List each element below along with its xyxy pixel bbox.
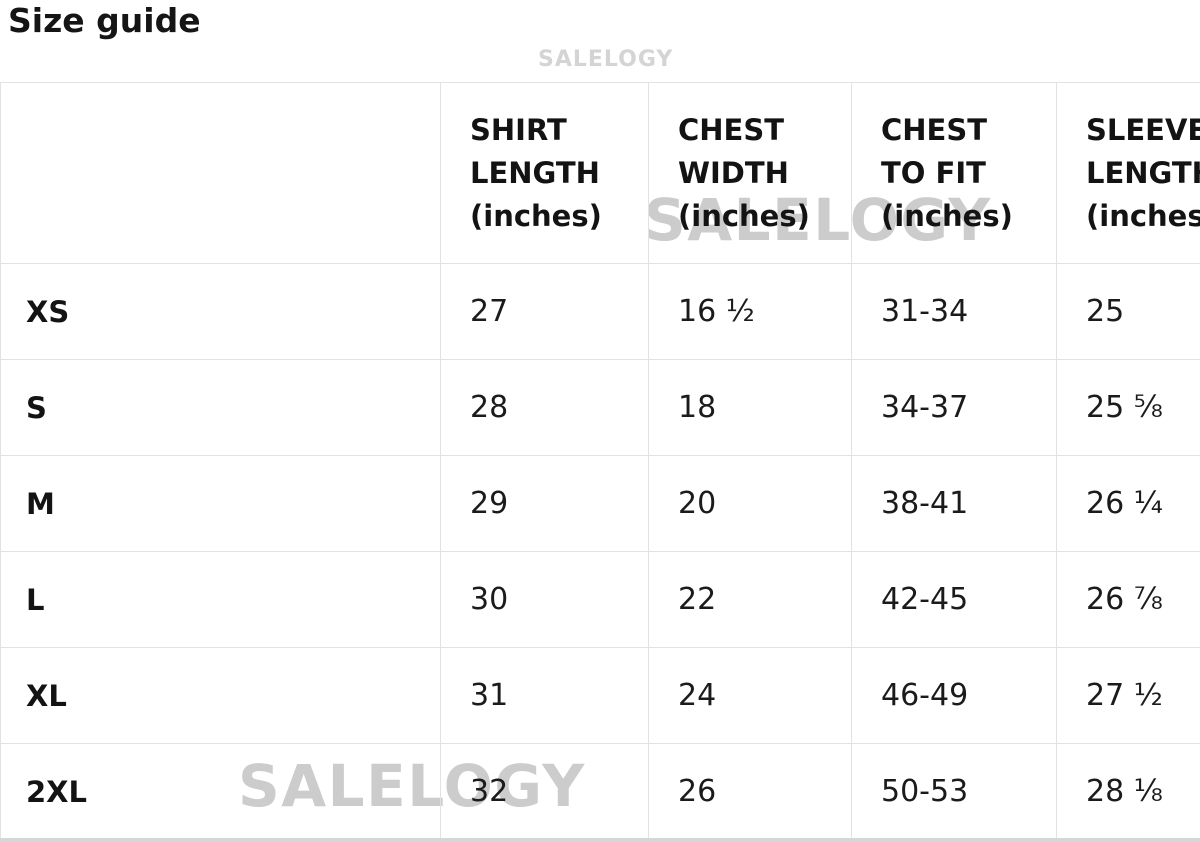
cell-chest-width: 22 bbox=[648, 551, 852, 648]
size-guide-table-container: SHIRT LENGTH (inches) CHEST WIDTH (inche… bbox=[0, 82, 1200, 840]
cell-chest-to-fit: 42-45 bbox=[851, 551, 1057, 648]
cell-shirt-length: 32 bbox=[440, 743, 649, 840]
cell-chest-width: 20 bbox=[648, 455, 852, 552]
table-row-2xl: 2XL 32 26 50-53 28 ⅛ bbox=[0, 743, 1200, 840]
size-label: M bbox=[0, 455, 441, 552]
size-label: S bbox=[0, 359, 441, 456]
header-line: TO FIT bbox=[881, 155, 986, 190]
page-title: Size guide bbox=[8, 1, 201, 40]
cell-chest-to-fit: 38-41 bbox=[851, 455, 1057, 552]
cell-sleeve-length: 27 ½ bbox=[1056, 647, 1200, 744]
header-line: CHEST bbox=[678, 112, 785, 147]
header-cell-size bbox=[0, 82, 441, 264]
cell-shirt-length: 27 bbox=[440, 263, 649, 360]
table-row-s: S 28 18 34-37 25 ⅝ bbox=[0, 359, 1200, 456]
cell-chest-width: 16 ½ bbox=[648, 263, 852, 360]
header-row: SHIRT LENGTH (inches) CHEST WIDTH (inche… bbox=[0, 82, 1200, 264]
size-label: 2XL bbox=[0, 743, 441, 840]
header-cell-sleeve-length: SLEEVE LENGTH (inches) bbox=[1056, 82, 1200, 264]
header-line: SLEEVE bbox=[1086, 112, 1200, 147]
size-label: L bbox=[0, 551, 441, 648]
cell-chest-to-fit: 31-34 bbox=[851, 263, 1057, 360]
header-line: LENGTH bbox=[470, 155, 600, 190]
cell-shirt-length: 29 bbox=[440, 455, 649, 552]
table-row-l: L 30 22 42-45 26 ⅞ bbox=[0, 551, 1200, 648]
cell-sleeve-length: 25 ⅝ bbox=[1056, 359, 1200, 456]
salelogy-watermark-top: SALELOGY bbox=[538, 47, 674, 72]
cell-shirt-length: 30 bbox=[440, 551, 649, 648]
cell-sleeve-length: 26 ⅞ bbox=[1056, 551, 1200, 648]
cell-chest-width: 26 bbox=[648, 743, 852, 840]
cell-shirt-length: 31 bbox=[440, 647, 649, 744]
table-bottom-border bbox=[0, 838, 1200, 842]
cell-chest-width: 24 bbox=[648, 647, 852, 744]
header-cell-chest-width: CHEST WIDTH (inches) bbox=[648, 82, 852, 264]
size-label: XL bbox=[0, 647, 441, 744]
header-line: (inches) bbox=[470, 198, 602, 233]
table-row-xl: XL 31 24 46-49 27 ½ bbox=[0, 647, 1200, 744]
cell-chest-width: 18 bbox=[648, 359, 852, 456]
table-row-m: M 29 20 38-41 26 ¼ bbox=[0, 455, 1200, 552]
header-line: (inches) bbox=[678, 198, 810, 233]
cell-sleeve-length: 26 ¼ bbox=[1056, 455, 1200, 552]
header-line: WIDTH bbox=[678, 155, 789, 190]
cell-chest-to-fit: 34-37 bbox=[851, 359, 1057, 456]
header-cell-chest-to-fit: CHEST TO FIT (inches) bbox=[851, 82, 1057, 264]
header-line: (inches) bbox=[1086, 198, 1200, 233]
header-line: (inches) bbox=[881, 198, 1013, 233]
table-row-xs: XS 27 16 ½ 31-34 25 bbox=[0, 263, 1200, 360]
header-line: CHEST bbox=[881, 112, 988, 147]
cell-shirt-length: 28 bbox=[440, 359, 649, 456]
header-line: SHIRT bbox=[470, 112, 567, 147]
cell-sleeve-length: 28 ⅛ bbox=[1056, 743, 1200, 840]
cell-chest-to-fit: 50-53 bbox=[851, 743, 1057, 840]
size-guide-table: SHIRT LENGTH (inches) CHEST WIDTH (inche… bbox=[0, 82, 1200, 840]
header-cell-shirt-length: SHIRT LENGTH (inches) bbox=[440, 82, 649, 264]
size-label: XS bbox=[0, 263, 441, 360]
cell-sleeve-length: 25 bbox=[1056, 263, 1200, 360]
cell-chest-to-fit: 46-49 bbox=[851, 647, 1057, 744]
header-line: LENGTH bbox=[1086, 155, 1200, 190]
